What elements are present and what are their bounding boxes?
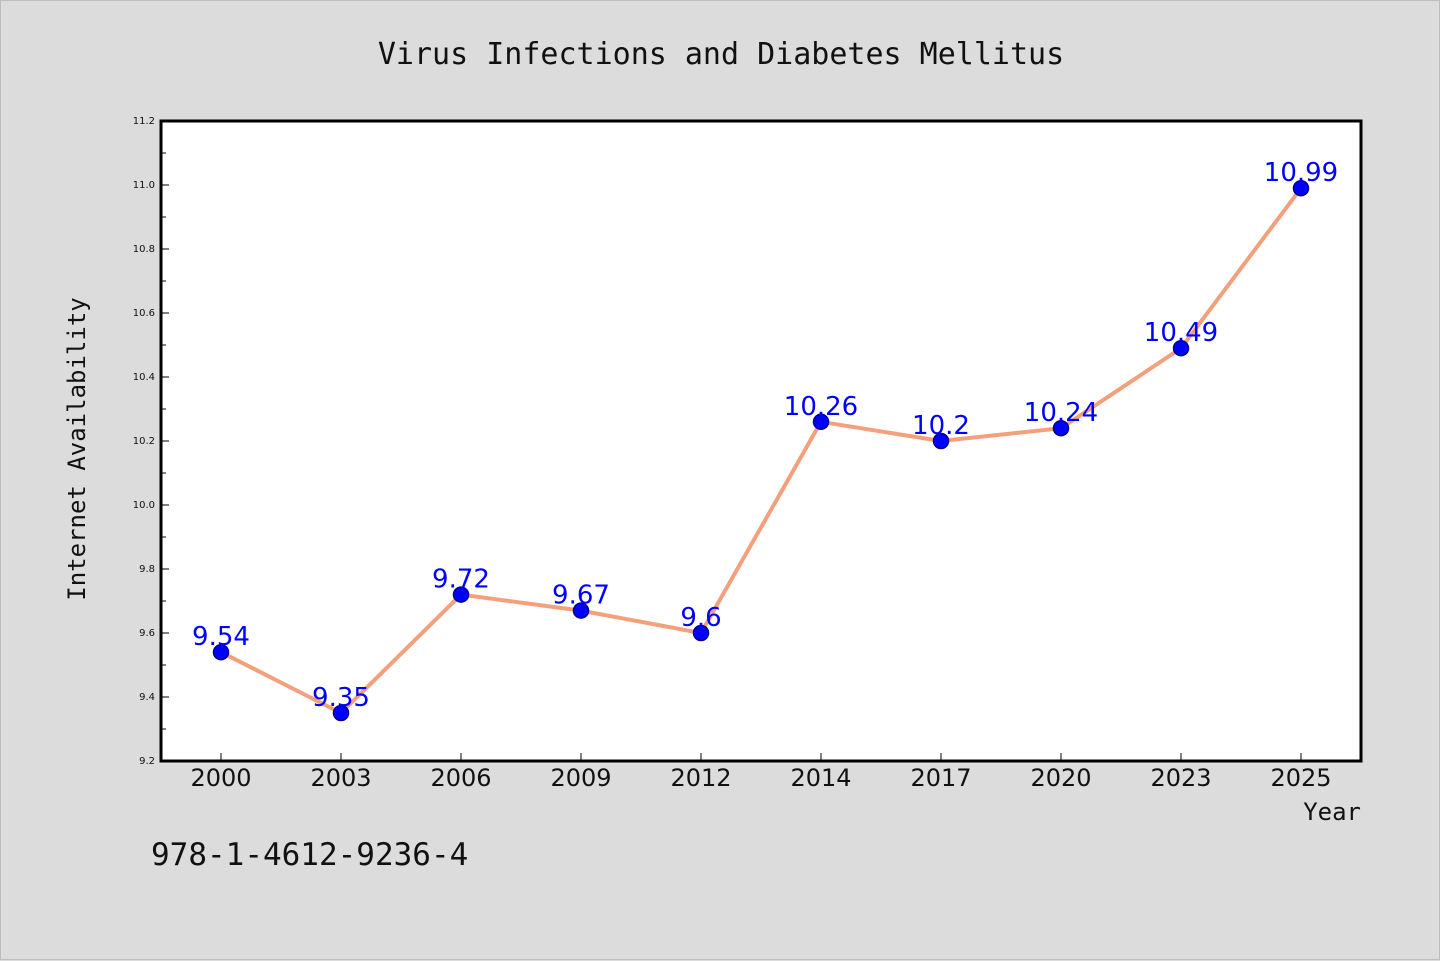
y-tick-label: 9.8 bbox=[139, 564, 155, 575]
data-point bbox=[1292, 179, 1310, 197]
data-point bbox=[692, 624, 710, 642]
data-label: 9.72 bbox=[432, 565, 490, 595]
x-tick-label: 2023 bbox=[1150, 764, 1211, 792]
data-point bbox=[1172, 339, 1190, 357]
data-label: 10.99 bbox=[1264, 158, 1338, 188]
series-group: 9.54 9.35 9.72 9.67 9.6 10.26 10.2 10.24 10.49 10… bbox=[192, 158, 1338, 722]
x-tick-label: 2020 bbox=[1030, 764, 1091, 792]
data-point bbox=[932, 432, 950, 450]
y-tick-label: 9.4 bbox=[139, 692, 155, 703]
y-tick-label: 9.6 bbox=[139, 628, 155, 639]
y-tick-label: 9.2 bbox=[139, 756, 155, 767]
x-tick-label: 2006 bbox=[430, 764, 491, 792]
x-tick-label: 2000 bbox=[190, 764, 251, 792]
data-point bbox=[452, 586, 470, 603]
data-point bbox=[332, 704, 350, 722]
x-tick-label: 2009 bbox=[550, 764, 611, 792]
x-axis-label: Year bbox=[1303, 798, 1361, 826]
y-tick-label: 10.0 bbox=[133, 500, 155, 511]
x-tick-label: 2017 bbox=[910, 764, 971, 792]
data-label: 9.67 bbox=[552, 581, 610, 611]
data-point bbox=[212, 643, 230, 661]
data-label: 9.54 bbox=[192, 622, 250, 652]
chart-title: Virus Infections and Diabetes Mellitus bbox=[378, 37, 1064, 72]
x-tick-label: 2025 bbox=[1270, 764, 1331, 792]
y-tick-label: 10.6 bbox=[133, 308, 155, 319]
x-tick-label: 2012 bbox=[670, 764, 731, 792]
x-tick-label: 2014 bbox=[790, 764, 851, 792]
y-axis: 9.2 9.4 9.6 9.8 10.0 10.2 10.4 10.6 10.8 11.0 11.2 bbox=[133, 116, 169, 767]
plot-area bbox=[159, 119, 1363, 763]
data-label: 10.24 bbox=[1024, 398, 1098, 428]
x-tick-label: 2003 bbox=[310, 764, 371, 792]
data-point bbox=[572, 602, 590, 619]
data-label: 10.49 bbox=[1144, 318, 1218, 348]
data-label: 9.35 bbox=[312, 683, 370, 713]
data-label: 10.2 bbox=[912, 411, 970, 441]
data-point bbox=[812, 413, 830, 431]
y-tick-label: 11.2 bbox=[133, 116, 155, 127]
y-tick-label: 10.8 bbox=[133, 244, 155, 255]
series-line bbox=[220, 186, 1303, 715]
y-tick-label: 10.2 bbox=[133, 436, 155, 447]
y-tick-label: 10.4 bbox=[133, 372, 155, 383]
data-point bbox=[1052, 419, 1070, 437]
isbn-annotation: 978-1-4612-9236-4 bbox=[151, 837, 468, 873]
x-axis: 2000 2003 2006 2009 2012 2014 2017 2020 2023 2025 bbox=[190, 753, 1332, 792]
y-tick-label: 11.0 bbox=[133, 180, 155, 191]
data-label: 10.26 bbox=[784, 392, 858, 422]
y-axis-label: Internet Availability bbox=[63, 297, 91, 600]
data-label: 9.6 bbox=[680, 603, 721, 633]
